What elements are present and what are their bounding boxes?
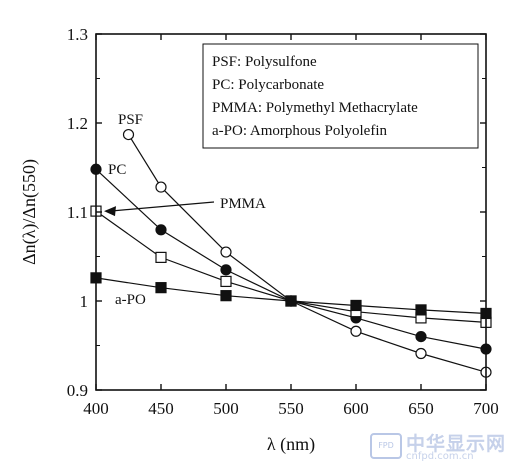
y-tick-label: 1.2	[67, 114, 88, 133]
x-tick-label: 550	[278, 399, 304, 418]
data-point-a-po	[220, 290, 232, 302]
legend-entry: a-PO: Amorphous Polyolefin	[212, 123, 387, 139]
series-layer	[90, 128, 492, 378]
data-point-pmma	[220, 275, 232, 288]
legend-box	[202, 43, 479, 149]
annotation-arrow-head	[104, 206, 116, 217]
x-tick-label: 400	[83, 399, 109, 418]
data-point-a-po	[350, 299, 362, 312]
data-point-a-po	[155, 282, 167, 294]
data-point-a-po	[285, 295, 297, 307]
watermark-url: cnfpd.com.cn	[406, 451, 474, 462]
x-tick-label: 450	[148, 399, 174, 418]
y-tick-label: 1	[80, 292, 89, 311]
x-tick-label: 600	[343, 399, 369, 418]
data-point-pc	[155, 224, 167, 236]
annotation-arrow-line	[109, 201, 215, 212]
x-tick-label: 700	[473, 399, 499, 418]
x-tick-label: 650	[408, 399, 434, 418]
watermark: FPD 中华显示网 cnfpd.com.cn	[370, 429, 520, 465]
annotation-a-po: a-PO	[115, 292, 146, 308]
data-point-psf	[220, 246, 232, 258]
y-tick-label: 0.9	[67, 381, 88, 400]
legend-entry: PSF: Polysulfone	[212, 54, 317, 70]
data-point-a-po	[415, 304, 427, 316]
data-point-pc	[220, 264, 232, 276]
legend-entry: PC: Polycarbonate	[212, 77, 324, 93]
data-point-psf	[155, 181, 167, 193]
data-point-psf	[350, 325, 362, 337]
legend-entry: PMMA: Polymethyl Methacrylate	[212, 100, 418, 116]
data-point-psf	[415, 347, 427, 360]
data-point-psf	[122, 128, 135, 141]
series-line-pc	[95, 168, 487, 350]
series-line-psf	[127, 134, 487, 373]
watermark-title: 中华显示网	[406, 433, 507, 455]
x-tick-label: 500	[213, 399, 239, 418]
annotation-pmma: PMMA	[220, 196, 266, 212]
watermark-logo: FPD	[370, 433, 402, 459]
y-tick-label: 1.3	[67, 25, 88, 44]
annotations-layer: PSF PC PMMA a-PO	[104, 112, 266, 308]
y-axis-title: Δn(λ)/Δn(550)	[19, 159, 40, 265]
ticks-layer: 400 450 500 550 600 650 700 0.9 1 1.1 1.2 1.3	[67, 25, 499, 418]
data-point-pmma	[155, 251, 167, 263]
x-axis-title: λ (nm)	[267, 434, 315, 455]
annotation-pc: PC	[108, 162, 126, 178]
annotation-psf: PSF	[118, 112, 143, 128]
legend: PSF: Polysulfone PC: Polycarbonate PMMA: P…	[202, 43, 479, 149]
y-tick-label: 1.1	[67, 203, 88, 222]
data-point-pc	[415, 331, 427, 343]
